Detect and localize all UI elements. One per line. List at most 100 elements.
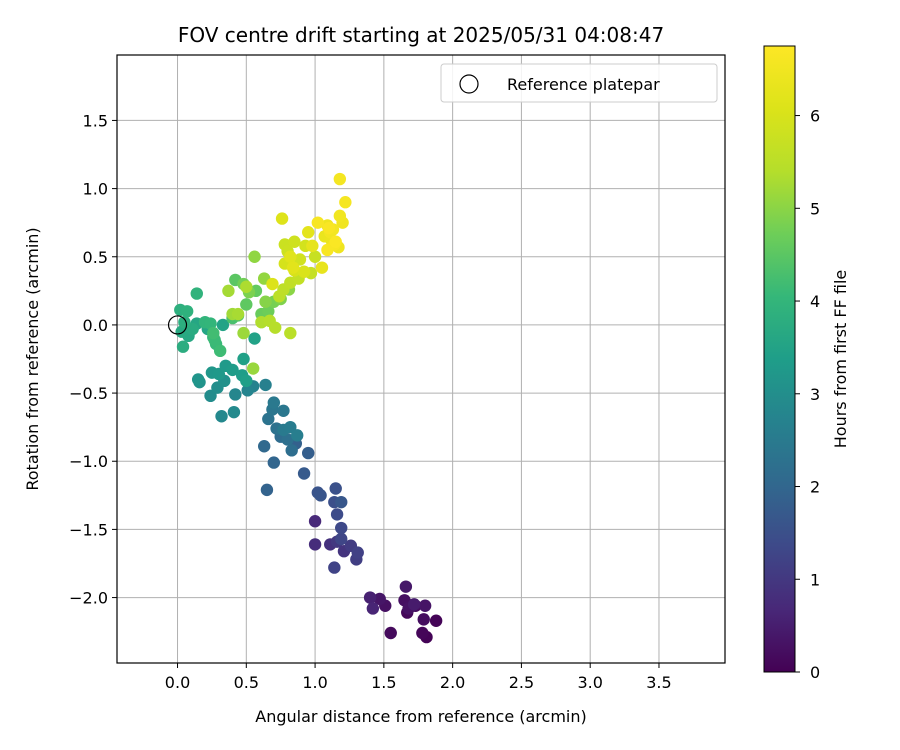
- x-axis-label: Angular distance from reference (arcmin): [255, 707, 586, 726]
- data-point: [335, 532, 348, 546]
- legend: Reference platepar: [440, 63, 718, 103]
- colorbar-tick-label: 6: [810, 107, 820, 126]
- colorbar-tick-label: 0: [810, 663, 820, 682]
- data-point: [351, 546, 364, 559]
- data-point: [248, 250, 261, 263]
- x-tick-label: 1.5: [371, 673, 396, 692]
- data-point: [191, 373, 205, 386]
- data-point: [268, 321, 282, 334]
- data-point: [286, 261, 300, 274]
- colorbar-gradient: [763, 45, 796, 673]
- data-point: [190, 287, 203, 300]
- data-point: [333, 209, 347, 223]
- data-point: [328, 561, 341, 574]
- colorbar-tick-label: 5: [810, 199, 820, 218]
- x-tick-label: 2.0: [440, 673, 465, 692]
- data-point: [321, 243, 334, 257]
- data-point: [229, 388, 242, 401]
- data-point: [241, 384, 254, 397]
- data-point: [227, 405, 241, 419]
- x-tick-label: 0.0: [165, 673, 190, 692]
- data-point: [262, 412, 275, 426]
- x-tick-label: 3.5: [646, 673, 671, 692]
- y-tick-label: −0.5: [69, 384, 108, 403]
- x-tick-label: 2.5: [509, 673, 534, 692]
- data-point: [226, 363, 239, 377]
- data-point: [266, 277, 279, 291]
- data-point: [240, 374, 253, 388]
- colorbar-label: Hours from first FF file: [831, 270, 850, 449]
- y-tick-label: 0.5: [83, 248, 108, 267]
- data-point: [418, 599, 432, 612]
- data-point: [204, 389, 217, 403]
- y-tick-label: 0.0: [83, 316, 108, 335]
- data-point: [204, 317, 217, 330]
- data-point: [333, 172, 347, 186]
- data-point: [260, 483, 274, 497]
- x-tick-label: 1.0: [302, 673, 327, 692]
- data-point: [297, 467, 311, 480]
- data-point: [212, 367, 225, 381]
- data-point: [366, 602, 380, 615]
- data-point: [429, 614, 443, 627]
- data-point: [284, 250, 297, 263]
- data-point: [186, 322, 199, 336]
- colorbar-tick-label: 2: [810, 478, 820, 497]
- data-point: [180, 305, 194, 318]
- x-tick-label: 3.0: [577, 673, 602, 692]
- data-point: [373, 592, 386, 606]
- data-point: [213, 344, 227, 358]
- data-point: [240, 298, 253, 311]
- data-point: [222, 284, 235, 298]
- y-tick-label: −2.0: [69, 589, 108, 608]
- data-point: [308, 538, 322, 551]
- axis-ticks: 0.0 0.5 1.0 1.5 2.0 2.5 3.0 3.5 −2.0 −1.5 −1.0 −0.5…: [69, 111, 672, 692]
- data-point: [290, 429, 304, 442]
- data-point: [262, 305, 275, 318]
- data-point: [308, 250, 322, 263]
- data-point: [259, 295, 272, 308]
- data-point: [176, 340, 190, 353]
- colorbar-ticks: 0 1 2 3 4 5 6: [795, 107, 820, 682]
- data-point: [407, 598, 421, 611]
- data-point: [330, 508, 344, 521]
- data-point: [311, 216, 325, 229]
- data-point: [248, 332, 261, 345]
- data-point: [237, 352, 250, 366]
- data-point: [314, 489, 327, 502]
- data-point: [246, 362, 260, 375]
- data-point: [306, 239, 319, 253]
- chart-title: FOV centre drift starting at 2025/05/31 …: [178, 23, 664, 47]
- colorbar-tick-label: 4: [810, 292, 820, 311]
- data-point: [339, 196, 352, 209]
- data-point: [302, 446, 315, 460]
- colorbar: 0 1 2 3 4 5 6 Hours from first FF file: [763, 45, 850, 682]
- y-tick-label: −1.5: [69, 520, 108, 539]
- plot-frame: [116, 54, 726, 664]
- data-point: [207, 326, 220, 340]
- y-tick-label: 1.0: [83, 180, 108, 199]
- x-tick-label: 0.5: [234, 673, 259, 692]
- data-point: [285, 444, 298, 457]
- legend-marker: [459, 74, 479, 94]
- data-point: [417, 613, 430, 626]
- data-point: [363, 591, 377, 604]
- data-point: [259, 378, 272, 392]
- data-point: [257, 440, 271, 453]
- data-point: [335, 521, 348, 535]
- data-point: [275, 212, 289, 225]
- y-tick-label: −1.0: [69, 452, 108, 471]
- reference-platepar-marker: [167, 315, 188, 335]
- data-point: [237, 326, 250, 340]
- y-axis-label: Rotation from reference (arcmin): [23, 227, 42, 490]
- data-point: [215, 410, 228, 423]
- data-point: [384, 626, 397, 640]
- data-point: [175, 325, 188, 338]
- data-point: [240, 280, 253, 293]
- colorbar-tick-label: 1: [810, 570, 820, 589]
- data-point: [216, 318, 230, 332]
- data-point: [297, 265, 311, 278]
- data-point: [231, 307, 245, 321]
